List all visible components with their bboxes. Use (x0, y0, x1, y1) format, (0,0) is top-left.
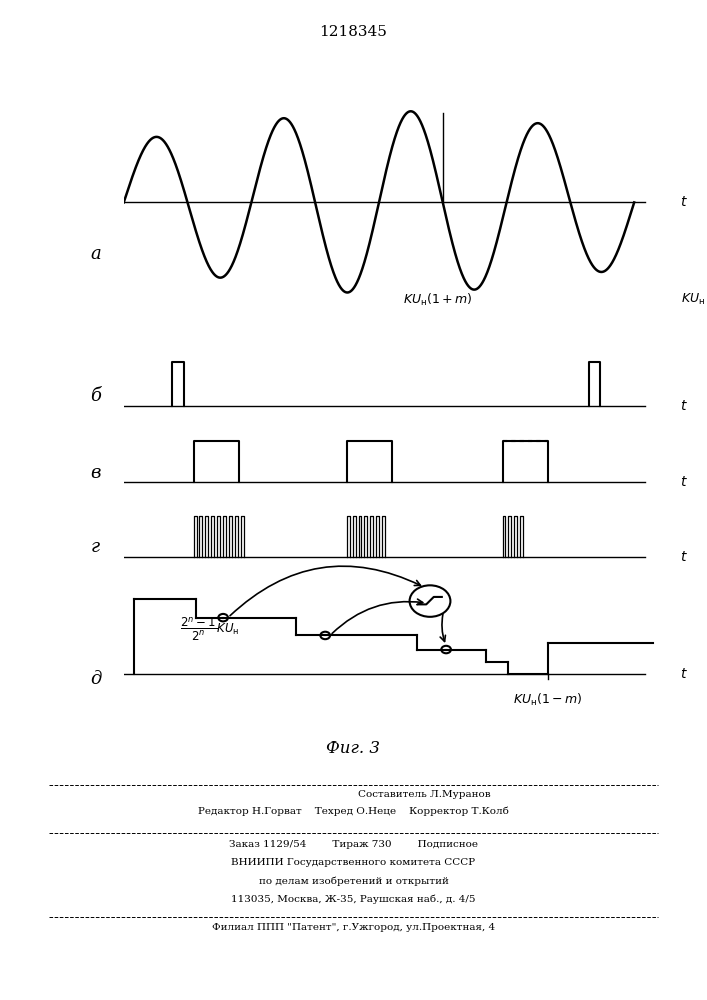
Text: Филиал ППП "Патент", г.Ужгород, ул.Проектная, 4: Филиал ППП "Патент", г.Ужгород, ул.Проек… (212, 923, 495, 932)
Text: а: а (90, 245, 101, 263)
Text: t: t (680, 550, 685, 564)
Text: 1218345: 1218345 (320, 25, 387, 39)
Text: Фиг. 3: Фиг. 3 (327, 740, 380, 757)
Text: $KU_{\rm н}(1-m)$: $KU_{\rm н}(1-m)$ (513, 692, 583, 708)
Text: д: д (90, 670, 101, 688)
Text: t: t (680, 475, 685, 489)
Text: по делам изобретений и открытий: по делам изобретений и открытий (259, 876, 448, 886)
Text: Заказ 1129/54        Тираж 730        Подписное: Заказ 1129/54 Тираж 730 Подписное (229, 840, 478, 849)
Text: б: б (90, 387, 101, 405)
Text: 113035, Москва, Ж-35, Раушская наб., д. 4/5: 113035, Москва, Ж-35, Раушская наб., д. … (231, 894, 476, 904)
Text: Составитель Л.Муранов: Составитель Л.Муранов (358, 790, 491, 799)
Text: t: t (680, 399, 685, 413)
Text: t: t (680, 195, 685, 209)
Text: $KU_{\rm н}$: $KU_{\rm н}$ (681, 292, 705, 307)
Text: г: г (91, 538, 100, 556)
Text: ВНИИПИ Государственного комитета СССР: ВНИИПИ Государственного комитета СССР (231, 858, 476, 867)
Text: Редактор Н.Горват    Техред О.Неце    Корректор Т.Колб: Редактор Н.Горват Техред О.Неце Корректо… (198, 807, 509, 816)
Text: $KU_{\rm н}(1+m)$: $KU_{\rm н}(1+m)$ (402, 292, 472, 308)
Text: в: в (90, 464, 100, 482)
Text: t: t (680, 667, 685, 681)
Text: $\dfrac{2^n-1}{2^n}KU_{\rm н}$: $\dfrac{2^n-1}{2^n}KU_{\rm н}$ (180, 615, 240, 643)
